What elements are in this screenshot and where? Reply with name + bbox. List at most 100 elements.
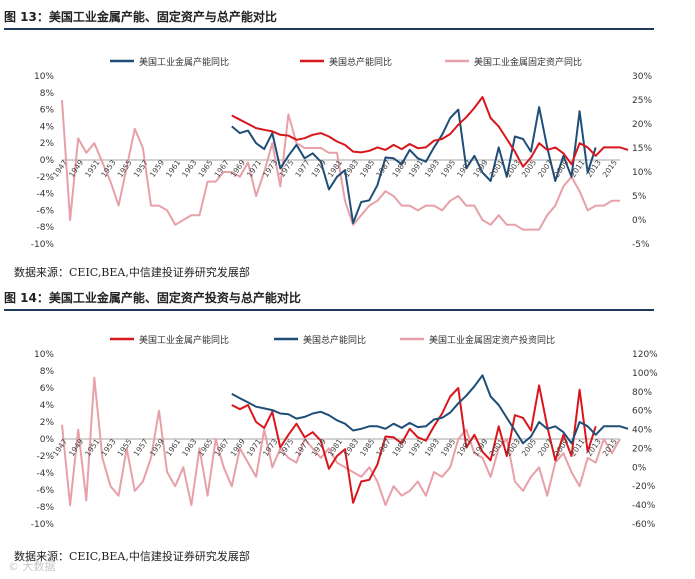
watermark-text: © 大数据 <box>8 560 56 573</box>
legend-label-1: 美国总产能同比 <box>303 334 366 346</box>
left-axis-tick-label: 2% <box>40 139 55 149</box>
left-axis-tick-label: 4% <box>40 122 55 132</box>
x-tick-label: 1983 <box>342 158 360 179</box>
left-axis-tick-label: -2% <box>36 173 54 183</box>
x-tick-label: 1983 <box>342 437 360 458</box>
left-axis-tick-label: -6% <box>36 486 54 496</box>
right-axis-tick-label: 10% <box>632 168 652 178</box>
left-axis-tick-label: 10% <box>34 350 54 360</box>
legend-label-2: 美国工业金属固定资产同比 <box>474 56 582 68</box>
x-tick-label: 2011 <box>568 158 586 179</box>
left-axis-tick-label: 0% <box>40 156 55 166</box>
legend-label-1: 美国总产能同比 <box>329 56 392 68</box>
x-tick-label: 2005 <box>520 158 538 179</box>
right-axis-tick-label: 100% <box>632 369 658 379</box>
figure-14-title-rule <box>4 309 654 311</box>
figure-14-chart: 美国工业金属产能同比 美国总产能同比 美国工业金属固定资产投资同比 10% 8% 6% 4%… <box>31 334 658 530</box>
right-axis-tick-label: 60% <box>632 407 652 417</box>
right-axis-tick-label: 15% <box>632 144 652 154</box>
left-axis-tick-label: 4% <box>40 401 55 411</box>
figure-14-title: 图 14：美国工业金属产能、固定资产投资与总产能对比 <box>4 291 301 305</box>
x-tick-label: 1977 <box>293 437 311 458</box>
left-axis-tick-label: -8% <box>36 223 54 233</box>
right-axis-tick-label: 30% <box>632 72 652 82</box>
series-line-1 <box>231 374 629 445</box>
x-tick-label: 1971 <box>245 158 263 179</box>
legend-label-0: 美国工业金属产能同比 <box>139 56 229 68</box>
left-axis-tick-label: -6% <box>36 206 54 216</box>
x-tick-label: 2011 <box>568 437 586 458</box>
x-tick-label: 1977 <box>293 158 311 179</box>
left-axis-tick-label: 2% <box>40 418 55 428</box>
x-tick-label: 1951 <box>83 158 101 179</box>
figure-13-title: 图 13：美国工业金属产能、固定资产与总产能对比 <box>4 10 277 24</box>
x-tick-label: 1949 <box>67 158 85 179</box>
right-axis-tick-label: 20% <box>632 120 652 130</box>
x-tick-label: 1967 <box>213 158 231 179</box>
x-tick-label: 1981 <box>326 437 344 458</box>
legend-label-0: 美国工业金属产能同比 <box>139 334 229 346</box>
x-tick-label: 2013 <box>585 158 603 179</box>
x-tick-label: 1961 <box>164 158 182 179</box>
x-tick-label: 1975 <box>277 158 295 179</box>
right-axis-tick-label: -40% <box>632 501 656 511</box>
right-axis-tick-label: 5% <box>632 192 647 202</box>
x-tick-label: 1961 <box>164 437 182 458</box>
series-line-2 <box>61 376 621 507</box>
left-axis-tick-label: -4% <box>36 469 54 479</box>
x-tick-label: 1989 <box>390 158 408 179</box>
x-tick-label: 1985 <box>358 158 376 179</box>
left-axis-tick-label: 10% <box>34 72 54 82</box>
x-tick-label: 1959 <box>148 158 166 179</box>
figure-14-source: 数据来源：CEIC,BEA,中信建投证券研究发展部 <box>14 550 250 563</box>
legend-label-2: 美国工业金属固定资产投资同比 <box>429 334 555 346</box>
x-tick-label: 1957 <box>132 437 150 458</box>
left-axis-tick-label: 8% <box>40 89 55 99</box>
series-line-1 <box>231 96 629 168</box>
right-axis-tick-label: -20% <box>632 482 656 492</box>
left-axis-tick-label: 8% <box>40 367 55 377</box>
x-tick-label: 1987 <box>374 437 392 458</box>
x-tick-label: 2015 <box>601 158 619 179</box>
x-tick-label: 1963 <box>180 158 198 179</box>
right-axis-tick-label: 80% <box>632 388 652 398</box>
right-axis-tick-label: 40% <box>632 426 652 436</box>
series-line-2 <box>61 99 620 231</box>
x-tick-label: 1963 <box>180 437 198 458</box>
left-axis-tick-label: 6% <box>40 384 55 394</box>
x-tick-label: 1955 <box>115 158 133 179</box>
x-tick-label: 1985 <box>358 437 376 458</box>
left-axis-tick-label: -8% <box>36 503 54 513</box>
series-line-0 <box>231 106 597 224</box>
right-axis-tick-label: -60% <box>632 520 656 530</box>
right-axis-tick-label: 0% <box>632 216 647 226</box>
x-tick-label: 1975 <box>277 437 295 458</box>
left-axis-tick-label: -2% <box>36 452 54 462</box>
left-axis-tick-label: -4% <box>36 190 54 200</box>
left-axis-tick-label: -10% <box>31 240 55 250</box>
x-tick-label: 2005 <box>520 437 538 458</box>
x-tick-label: 1949 <box>67 437 85 458</box>
x-tick-label: 1999 <box>471 437 489 458</box>
left-axis-tick-label: 0% <box>40 435 55 445</box>
x-tick-label: 1989 <box>390 437 408 458</box>
figure-13-source: 数据来源：CEIC,BEA,中信建投证券研究发展部 <box>14 266 250 279</box>
x-tick-label: 1955 <box>115 437 133 458</box>
x-tick-label: 1965 <box>196 158 214 179</box>
x-tick-label: 1953 <box>99 437 117 458</box>
x-tick-label: 1995 <box>439 158 457 179</box>
left-axis-tick-label: 6% <box>40 106 55 116</box>
figure-13-title-rule <box>4 28 654 30</box>
x-tick-label: 1987 <box>374 158 392 179</box>
x-tick-label: 1965 <box>196 437 214 458</box>
x-tick-label: 1951 <box>83 437 101 458</box>
x-tick-label: 1999 <box>471 158 489 179</box>
right-axis-tick-label: 0% <box>632 463 647 473</box>
series-line-0 <box>231 384 597 504</box>
right-axis-tick-label: -5% <box>632 240 650 250</box>
right-axis-tick-label: 120% <box>632 350 658 360</box>
left-axis-tick-label: -10% <box>31 520 55 530</box>
right-axis-tick-label: 20% <box>632 444 652 454</box>
figure-13-chart: 美国工业金属产能同比 美国总产能同比 美国工业金属固定资产同比 10% 8% 6% 4% 2%… <box>31 56 653 250</box>
right-axis-tick-label: 25% <box>632 96 652 106</box>
